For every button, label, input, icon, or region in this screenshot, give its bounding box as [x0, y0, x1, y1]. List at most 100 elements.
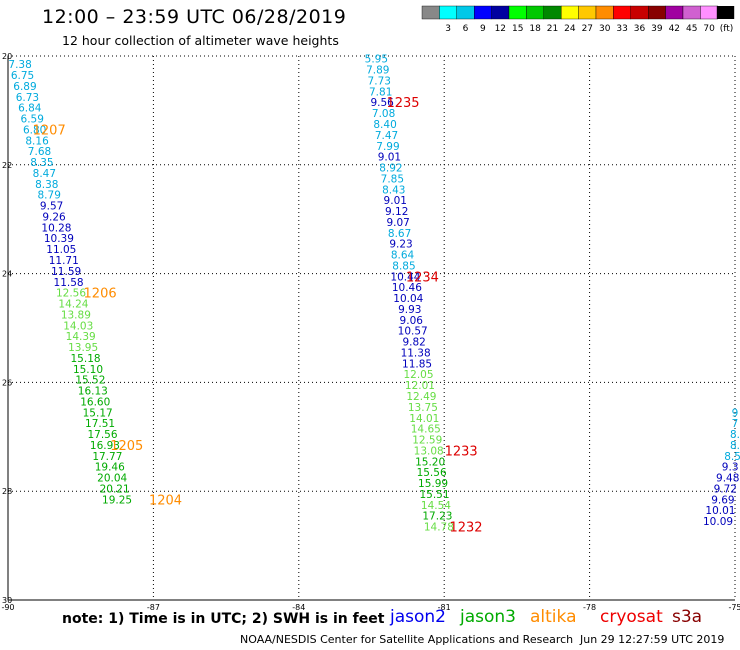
swh-value-label: 7.38: [8, 59, 31, 71]
pass-time-label: 1235: [386, 96, 419, 111]
swh-value-label: 15.17: [83, 407, 113, 419]
swh-value-label: 10.46: [392, 282, 422, 294]
swh-value-label: 15.10: [73, 364, 103, 376]
swh-value-label: 10.28: [41, 222, 71, 234]
legend-altika: altika: [530, 607, 577, 627]
pass-time-label: 1204: [149, 493, 182, 508]
swh-value-label: 8.: [730, 440, 740, 452]
swh-value-label: 14.24: [58, 299, 88, 311]
x-tick-label: -84: [292, 603, 305, 612]
swh-value-label: 8.47: [33, 168, 56, 180]
swh-value-label: 8.38: [35, 179, 58, 191]
scale-label: 21: [547, 24, 558, 34]
swh-value-label: 9.57: [40, 201, 63, 213]
swh-value-label: 15.52: [75, 375, 105, 387]
scale-label: 70: [703, 24, 715, 34]
swh-value-label: 8.64: [391, 250, 415, 262]
pass-time-label: 1207: [33, 123, 66, 138]
swh-value-label: 6.73: [16, 92, 39, 104]
x-tick-label: -81: [438, 603, 451, 612]
pass-time-label: 1206: [84, 287, 117, 302]
generated-timestamp: Jun 29 12:27:59 UTC 2019: [580, 633, 725, 646]
swh-value-label: 17.23: [422, 511, 452, 523]
swh-value-label: 12.05: [403, 369, 433, 381]
scale-label: 9: [480, 24, 486, 34]
swh-value-label: 7.47: [375, 130, 398, 142]
swh-value-label: 13.75: [408, 402, 438, 414]
pass-time-label: 1205: [110, 439, 143, 454]
pass-time-label: 1234: [406, 270, 439, 285]
swh-value-label: 6.75: [11, 70, 34, 82]
swh-value-label: 7.89: [366, 65, 389, 77]
swh-value-label: 11.38: [401, 347, 431, 359]
swh-value-label: 5.95: [365, 54, 388, 66]
plot-area: -90 -87 -84 -81 -78 -752022242628307.386.756.…: [1, 52, 740, 612]
swh-value-label: 8.40: [373, 119, 396, 131]
swh-value-label: 6.84: [18, 103, 42, 115]
scale-label: 39: [651, 24, 663, 34]
swh-value-label: 11.85: [402, 358, 432, 370]
swh-value-label: 6.89: [13, 81, 36, 93]
swh-value-label: 14.78: [424, 522, 454, 534]
legend-jason3: jason3: [460, 607, 516, 627]
swh-value-label: 19.46: [95, 462, 125, 474]
swh-value-label: 9.01: [384, 195, 407, 207]
swh-value-label: 11.58: [54, 277, 84, 289]
swh-value-label: 7: [732, 418, 739, 430]
swh-value-label: 20.04: [97, 473, 127, 485]
swh-value-label: 14.01: [409, 413, 439, 425]
swh-value-label: 10.44: [390, 271, 420, 283]
scale-label: 15: [512, 24, 523, 34]
swh-value-label: 12.56: [56, 288, 86, 300]
swh-value-label: 7.85: [381, 173, 404, 185]
scale-swatch-black: [716, 6, 735, 19]
swh-value-label: 6.59: [21, 114, 44, 126]
swh-value-label: 8.35: [30, 157, 53, 169]
y-tick-label: 30: [2, 596, 12, 605]
swh-value-label: 9.48: [716, 473, 739, 485]
swh-value-label: 8.5: [724, 451, 740, 463]
swh-value-label: 10.09: [703, 516, 733, 528]
chart-title: 12:00 – 23:59 UTC 06/28/2019: [42, 6, 347, 28]
scale-label: 24: [564, 24, 576, 34]
swh-value-label: 9.72: [714, 483, 737, 495]
swh-value-label: 7.68: [28, 146, 51, 158]
swh-value-label: 9.56: [370, 97, 394, 109]
footer-note: note: 1) Time is in UTC; 2) SWH is in fe…: [62, 611, 385, 627]
swh-value-label: 9.12: [385, 206, 408, 218]
swh-value-label: 17.77: [92, 451, 122, 463]
y-tick-label: 22: [2, 161, 12, 170]
swh-value-label: 17.51: [85, 418, 115, 430]
scale-label: 18: [529, 24, 541, 34]
swh-value-label: 6.80: [23, 124, 46, 136]
swh-value-label: 8.16: [25, 135, 49, 147]
swh-value-label: 15.20: [415, 456, 445, 468]
swh-value-label: 9: [732, 407, 739, 419]
swh-value-label: 9.26: [42, 211, 66, 223]
scale-label: 3: [445, 24, 451, 34]
pass-time-label: 1233: [445, 444, 478, 459]
swh-value-label: 7.08: [372, 108, 395, 120]
y-tick-label: 20: [2, 52, 12, 61]
swh-value-label: 15.99: [418, 478, 448, 490]
swh-value-label: 15.51: [419, 489, 449, 501]
swh-value-label: 13.08: [414, 445, 444, 457]
scale-label: 45: [686, 24, 697, 34]
x-tick-label: -78: [583, 603, 596, 612]
swh-value-label: 11.71: [49, 255, 79, 267]
legend-cryosat: cryosat: [600, 607, 663, 627]
swh-value-label: 14.39: [66, 331, 96, 343]
swh-value-label: 10.01: [705, 505, 735, 517]
scale-label: (ft): [720, 24, 734, 34]
swh-value-label: 13.89: [61, 309, 91, 321]
swh-value-label: 10.57: [398, 326, 428, 338]
swh-value-label: 7.73: [368, 75, 391, 87]
scale-label: 33: [616, 24, 627, 34]
swh-value-label: 9.3: [722, 462, 739, 474]
swh-value-label: 20.21: [100, 483, 130, 495]
swh-value-label: 14.65: [411, 424, 441, 436]
swh-value-label: 11.59: [51, 266, 81, 278]
swh-value-label: 8.79: [38, 190, 61, 202]
swh-value-label: 9.93: [398, 304, 421, 316]
swh-value-label: 9.01: [378, 152, 401, 164]
